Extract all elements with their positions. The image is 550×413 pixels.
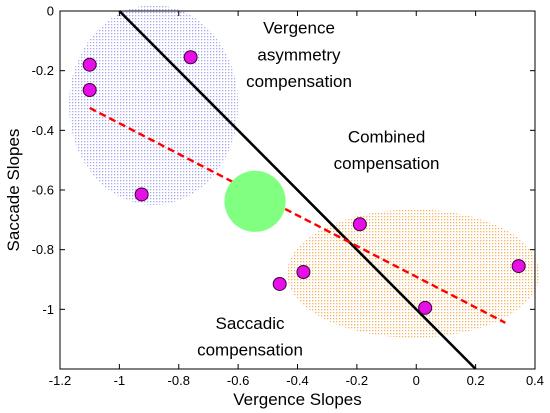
data-point	[134, 187, 149, 202]
points-layer	[82, 50, 526, 315]
data-point	[352, 217, 367, 232]
data-point	[418, 300, 433, 315]
x-tick-label: 0.4	[526, 373, 544, 388]
data-point	[183, 50, 198, 65]
combined-compensation-circle	[224, 170, 286, 232]
annotation-text: compensation	[246, 72, 352, 91]
axes-layer: -1.2 -1 -0.8 -0.6 -0.4 -0.2 0 0.2 0.4 0 -0.2 -0.4 -0…	[32, 4, 544, 389]
data-point	[82, 57, 97, 72]
x-tick-label: -0.6	[227, 373, 249, 388]
annotation-text: asymmetry	[257, 45, 341, 64]
data-point	[511, 259, 526, 274]
annotation-text: compensation	[334, 154, 440, 173]
annotation-text: compensation	[197, 341, 303, 360]
y-tick-label: -1	[42, 302, 54, 317]
x-tick-label: -0.2	[346, 373, 368, 388]
x-tick-label: -1	[114, 373, 126, 388]
data-point	[272, 276, 287, 291]
circle-layer	[224, 170, 286, 232]
x-tick-label: 0.2	[467, 373, 485, 388]
annotation-text: Vergence	[263, 18, 335, 37]
lines-layer	[89, 10, 506, 370]
x-tick-label: -1.2	[49, 373, 71, 388]
x-tick-label: -0.8	[168, 373, 190, 388]
fit-line	[89, 106, 506, 324]
data-point	[82, 83, 97, 98]
x-tick-label: 0	[413, 373, 420, 388]
y-tick-label: 0	[47, 4, 54, 19]
y-tick-label: -0.2	[32, 63, 54, 78]
y-tick-label: -0.6	[32, 183, 54, 198]
reference-line	[118, 10, 477, 370]
annotation-text: Saccadic	[216, 314, 285, 333]
x-tick-label: -0.4	[286, 373, 308, 388]
annotation-layer: Vergence asymmetry compensation Combined com…	[197, 18, 439, 359]
annotation-text: Combined	[348, 127, 426, 146]
y-tick-label: -0.4	[32, 123, 54, 138]
x-axis-title: Vergence Slopes	[233, 390, 362, 409]
y-tick-label: -0.8	[32, 242, 54, 257]
y-axis-title: Saccade Slopes	[4, 129, 23, 252]
data-point	[296, 265, 311, 280]
